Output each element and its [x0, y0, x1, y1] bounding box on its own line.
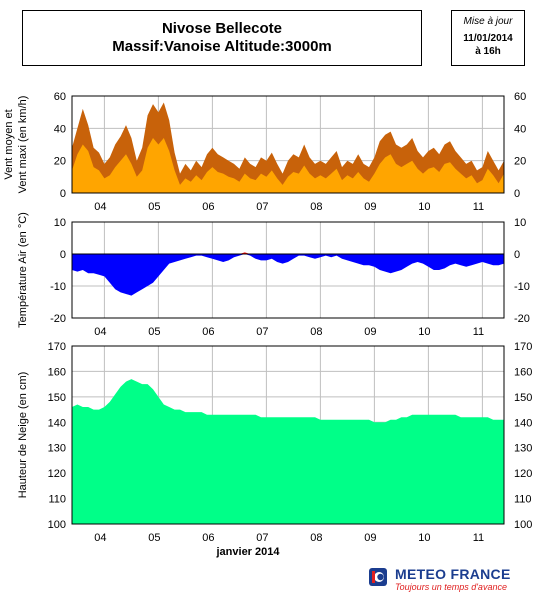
wind-xtick-label: 10 — [418, 201, 430, 213]
snow-xtick-label: 10 — [418, 532, 430, 544]
temperature-negative-area — [72, 254, 504, 296]
wind-ytick-label-right: 60 — [514, 91, 526, 103]
meteo-france-logo: METEO FRANCE Toujours un temps d'avance — [369, 566, 529, 592]
snow-ytick-label: 170 — [48, 341, 66, 353]
brand-slogan: Toujours un temps d'avance — [395, 582, 507, 592]
temperature-ytick-label-right: -10 — [514, 281, 530, 293]
snow-ytick-label-right: 100 — [514, 519, 532, 531]
wind-xtick-label: 06 — [202, 201, 214, 213]
snow-xtick-label: 04 — [94, 532, 106, 544]
snow-ytick-label-right: 150 — [514, 392, 532, 404]
temperature-ytick-label: 10 — [54, 217, 66, 229]
update-time: à 16h — [475, 46, 501, 57]
snow-ytick-label: 130 — [48, 443, 66, 455]
snow-xtick-label: 06 — [202, 532, 214, 544]
temperature-xtick-label: 06 — [202, 326, 214, 338]
temperature-plot-frame — [71, 221, 505, 319]
wind-ylabel-line2: Vent maxi (en km/h) — [17, 96, 29, 194]
snow-depth-area — [72, 379, 504, 524]
wind-xtick-label: 11 — [473, 201, 484, 213]
wind-ytick-label: 20 — [54, 156, 66, 168]
snow-ytick-label-right: 170 — [514, 341, 532, 353]
snow-plot-frame — [71, 345, 505, 525]
snow-xtick-label: 09 — [364, 532, 376, 544]
snow-ylabel: Hauteur de Neige (en cm) — [17, 372, 29, 499]
temperature-xtick-label: 11 — [473, 326, 484, 338]
wind-mean-area — [72, 138, 504, 193]
wind-ytick-label: 40 — [54, 123, 66, 135]
temperature-ytick-label-right: 0 — [514, 249, 520, 261]
temperature-ytick-label: -20 — [50, 313, 66, 325]
brand-name: METEO FRANCE — [395, 566, 511, 582]
snow-ytick-label-right: 120 — [514, 468, 532, 480]
snow-ytick-label: 160 — [48, 366, 66, 378]
temperature-xtick-label: 05 — [148, 326, 160, 338]
snow-ytick-label: 150 — [48, 392, 66, 404]
temperature-ytick-label: 0 — [60, 249, 66, 261]
snow-ytick-label-right: 130 — [514, 443, 532, 455]
snow-ytick-label: 110 — [48, 494, 66, 506]
snow-xtick-label: 11 — [473, 532, 484, 544]
wind-xtick-label: 09 — [364, 201, 376, 213]
temperature-ytick-label: -10 — [50, 281, 66, 293]
snow-xlabel: janvier 2014 — [216, 546, 281, 558]
snow-xtick-label: 05 — [148, 532, 160, 544]
snow-ytick-label: 140 — [48, 417, 66, 429]
snow-ytick-label-right: 110 — [514, 494, 532, 506]
station-title: Nivose Bellecote — [161, 20, 283, 37]
snow-ytick-label-right: 140 — [514, 417, 532, 429]
temperature-ytick-label-right: -20 — [514, 313, 530, 325]
wind-ytick-label-right: 0 — [514, 188, 520, 200]
snow-ytick-label-right: 160 — [514, 366, 532, 378]
temperature-xtick-label: 07 — [256, 326, 268, 338]
wind-ytick-label-right: 20 — [514, 156, 526, 168]
snow-ytick-label: 100 — [48, 519, 66, 531]
wind-xtick-label: 05 — [148, 201, 160, 213]
update-date: 11/01/2014 — [463, 33, 513, 44]
massif-title: Massif:Vanoise Altitude:3000m — [112, 38, 332, 55]
temperature-ylabel: Température Air (en °C) — [17, 212, 29, 328]
meteo-france-logo-icon — [369, 568, 387, 586]
temperature-xtick-label: 09 — [364, 326, 376, 338]
wind-ytick-label-right: 40 — [514, 123, 526, 135]
wind-xtick-label: 07 — [256, 201, 268, 213]
update-label: Mise à jour — [463, 16, 513, 27]
temperature-xtick-label: 04 — [94, 326, 106, 338]
wind-ylabel-line1: Vent moyen et — [3, 109, 15, 179]
snow-xtick-label: 07 — [256, 532, 268, 544]
temperature-xtick-label: 08 — [310, 326, 322, 338]
wind-plot-frame — [71, 95, 505, 194]
snow-ytick-label: 120 — [48, 468, 66, 480]
update-box: Mise à jour 11/01/2014 à 16h — [451, 10, 525, 66]
wind-xtick-label: 08 — [310, 201, 322, 213]
temperature-xtick-label: 10 — [418, 326, 430, 338]
wind-ytick-label: 0 — [60, 188, 66, 200]
temperature-ytick-label-right: 10 — [514, 217, 526, 229]
snow-xtick-label: 08 — [310, 532, 322, 544]
wind-ytick-label: 60 — [54, 91, 66, 103]
wind-xtick-label: 04 — [94, 201, 106, 213]
title-box: Nivose Bellecote Massif:Vanoise Altitude… — [22, 10, 422, 66]
